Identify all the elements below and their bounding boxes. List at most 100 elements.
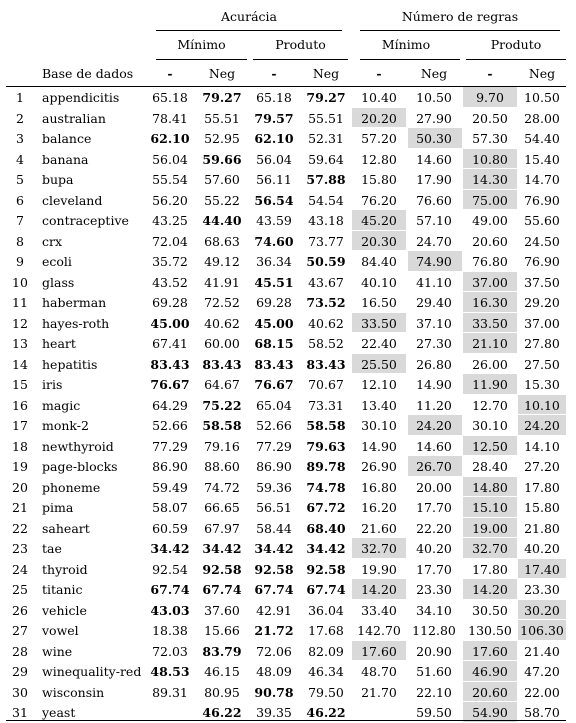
table-cell: 14.80 bbox=[472, 479, 508, 495]
header-accuracy: Acurácia bbox=[221, 9, 277, 24]
table-cell: 14.70 bbox=[524, 172, 560, 187]
table-cell: 57.88 bbox=[306, 172, 346, 187]
table-cell: 50.30 bbox=[416, 131, 452, 146]
table-cell: 17.40 bbox=[524, 561, 560, 577]
table-cell: 17.70 bbox=[416, 561, 452, 577]
table-cell: 62.10 bbox=[150, 131, 190, 146]
table-cell: 15.30 bbox=[524, 377, 560, 392]
table-cell: 37.10 bbox=[416, 315, 452, 331]
table-cell: 40.62 bbox=[204, 315, 240, 331]
rule-bottom bbox=[6, 720, 566, 721]
table-cell: 14.20 bbox=[361, 582, 397, 597]
table-cell: 40.10 bbox=[361, 274, 397, 290]
table-cell: 49.00 bbox=[472, 213, 508, 228]
highlight-cell bbox=[463, 497, 517, 517]
table-cell: 17.70 bbox=[416, 500, 452, 515]
row-number: 11 bbox=[12, 295, 28, 310]
dataset-name: newthyroid bbox=[42, 438, 114, 454]
table-cell: 32.70 bbox=[361, 541, 397, 556]
table-cell: 34.10 bbox=[416, 602, 452, 618]
row-number: 27 bbox=[12, 623, 28, 638]
table-cell: 12.70 bbox=[472, 397, 508, 413]
row-number: 30 bbox=[12, 684, 28, 700]
sub-produto-acc: Produto bbox=[275, 37, 326, 52]
table-cell: 23.30 bbox=[524, 582, 560, 597]
header-dataset: Base de dados bbox=[42, 66, 134, 81]
table-cell: 48.70 bbox=[361, 664, 397, 679]
table-cell: 26.70 bbox=[416, 459, 452, 474]
table-cell: 32.70 bbox=[472, 541, 508, 556]
table-cell: 44.40 bbox=[202, 213, 242, 228]
table-cell: 34.42 bbox=[202, 541, 242, 556]
table-cell: 20.00 bbox=[416, 479, 452, 495]
table-cell: 46.22 bbox=[202, 705, 242, 720]
row-number: 17 bbox=[12, 418, 28, 433]
table-cell: 67.74 bbox=[202, 582, 242, 597]
table-cell: 83.43 bbox=[306, 356, 346, 372]
table-cell: 58.52 bbox=[308, 336, 344, 351]
rule-sub bbox=[466, 59, 566, 60]
table-cell: 20.60 bbox=[472, 684, 508, 700]
table-cell: 27.80 bbox=[524, 336, 560, 351]
table-cell: 15.66 bbox=[204, 623, 240, 638]
row-number: 23 bbox=[12, 541, 28, 556]
table-cell: 45.00 bbox=[254, 315, 294, 331]
dataset-name: titanic bbox=[42, 582, 83, 597]
table-cell: 13.40 bbox=[361, 397, 397, 413]
table-cell: 16.30 bbox=[472, 295, 508, 310]
table-cell: 54.54 bbox=[308, 192, 344, 208]
table-cell: 26.00 bbox=[472, 356, 508, 372]
table-cell: 20.60 bbox=[472, 233, 508, 249]
row-number: 8 bbox=[16, 233, 24, 249]
dataset-name: phoneme bbox=[42, 479, 101, 495]
table-cell: 79.16 bbox=[204, 438, 240, 454]
highlight-cell bbox=[518, 394, 566, 414]
table-cell: 52.95 bbox=[204, 131, 240, 146]
dataset-name: winequality-red bbox=[42, 664, 142, 679]
table-cell: 80.95 bbox=[204, 684, 240, 700]
dataset-name: saheart bbox=[42, 520, 90, 536]
table-cell: 52.66 bbox=[152, 418, 188, 433]
highlight-cell bbox=[352, 538, 406, 558]
dataset-name: heart bbox=[42, 336, 76, 351]
table-cell: 76.80 bbox=[472, 254, 508, 269]
highlight-cell bbox=[352, 210, 406, 230]
table-cell: 74.60 bbox=[254, 233, 294, 249]
table-cell: 15.10 bbox=[472, 500, 508, 515]
table-cell: 88.60 bbox=[204, 459, 240, 474]
table-cell: 75.22 bbox=[202, 397, 242, 413]
table-cell: 142.70 bbox=[357, 623, 401, 638]
table-cell: 43.03 bbox=[150, 602, 190, 618]
table-cell: 14.90 bbox=[416, 377, 452, 392]
table-cell: 70.67 bbox=[308, 377, 344, 392]
row-number: 22 bbox=[12, 520, 28, 536]
table-cell: 24.20 bbox=[524, 418, 560, 433]
row-number: 12 bbox=[12, 315, 28, 331]
dataset-name: hayes-roth bbox=[42, 315, 110, 331]
dataset-name: appendicitis bbox=[42, 90, 120, 105]
row-number: 31 bbox=[12, 705, 28, 720]
table-cell: 59.64 bbox=[308, 151, 344, 167]
highlight-cell bbox=[463, 640, 517, 660]
table-cell: 45.20 bbox=[361, 213, 397, 228]
dataset-name: haberman bbox=[42, 295, 107, 310]
highlight-cell bbox=[463, 538, 517, 558]
table-cell: 92.58 bbox=[254, 561, 294, 577]
dataset-name: magic bbox=[42, 397, 81, 413]
table-cell: 29.20 bbox=[524, 295, 560, 310]
table-cell: 22.00 bbox=[524, 684, 560, 700]
table-cell: 35.72 bbox=[152, 254, 188, 269]
table-cell: 30.50 bbox=[472, 602, 508, 618]
table-cell: 16.20 bbox=[361, 500, 397, 515]
table-cell: 55.54 bbox=[152, 172, 188, 187]
row-number: 6 bbox=[16, 192, 24, 208]
table-cell: 30.20 bbox=[524, 602, 560, 618]
table-cell: 68.63 bbox=[204, 233, 240, 249]
table-cell: 62.10 bbox=[254, 131, 294, 146]
table-cell: 74.72 bbox=[204, 479, 240, 495]
highlight-cell bbox=[408, 456, 462, 476]
table-cell: 17.60 bbox=[472, 643, 508, 659]
dataset-name: cleveland bbox=[42, 192, 103, 208]
highlight-cell bbox=[352, 353, 406, 373]
